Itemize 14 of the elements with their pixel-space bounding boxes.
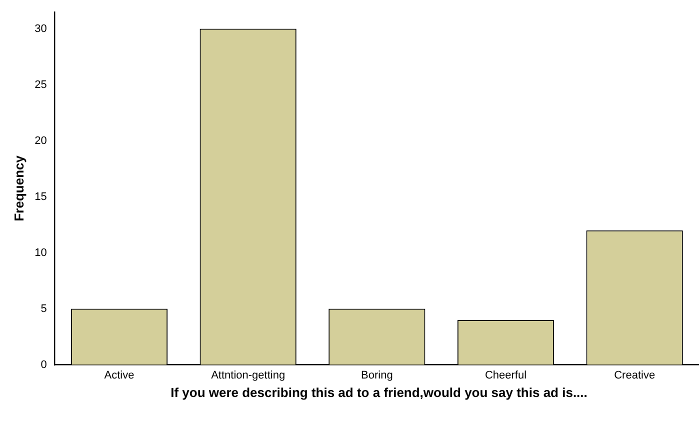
y-tick-label: 15 — [34, 190, 47, 203]
y-tick-label: 30 — [34, 22, 47, 35]
x-tick-label: Active — [104, 369, 134, 382]
y-tick-label: 20 — [34, 134, 47, 147]
x-tick-label: Cheerful — [484, 369, 527, 382]
x-axis-title: If you were describing this ad to a friend,would you say this ad is.... — [170, 385, 588, 400]
x-tick-label: Creative — [614, 369, 656, 382]
y-tick-label: 10 — [34, 246, 47, 259]
y-axis-title: Frequency — [11, 154, 26, 222]
x-tick-label: Attntion-getting — [211, 369, 286, 382]
y-tick-label: 0 — [40, 358, 47, 371]
y-tick-label: 5 — [40, 302, 47, 315]
y-tick-label: 25 — [34, 78, 47, 91]
x-tick-label: Boring — [361, 369, 393, 382]
